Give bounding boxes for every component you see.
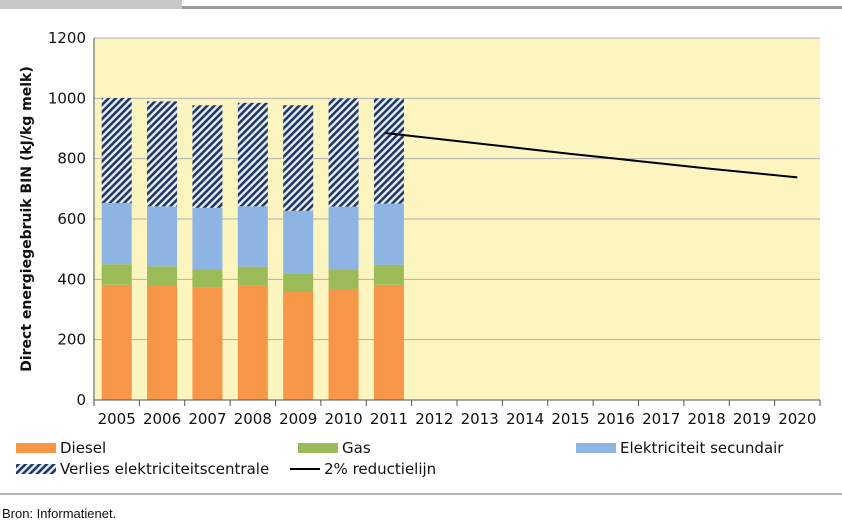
- bar-segment-verlies-elektriciteitscentrale: [192, 105, 223, 208]
- bar-segment-gas: [328, 269, 359, 289]
- x-tick-label: 2014: [506, 410, 544, 428]
- bar-segment-verlies-elektriciteitscentrale: [283, 105, 314, 211]
- bar-segment-verlies-elektriciteitscentrale: [237, 102, 268, 207]
- bar-segment-diesel: [373, 284, 404, 400]
- x-tick-label: 2011: [370, 410, 408, 428]
- bar-segment-gas: [192, 269, 223, 288]
- y-axis-label: Direct energiegebruik BIN (kJ/kg melk): [19, 66, 35, 372]
- bar-segment-verlies-elektriciteitscentrale: [328, 98, 359, 207]
- x-tick-label: 2017: [642, 410, 680, 428]
- x-tick-label: 2018: [687, 410, 725, 428]
- legend-swatch: [298, 443, 338, 453]
- x-tick-label: 2016: [597, 410, 635, 428]
- y-tick-label: 1000: [48, 89, 86, 107]
- legend-label: Diesel: [60, 439, 106, 457]
- bottom-divider: [0, 493, 842, 495]
- y-tick-label: 0: [76, 391, 86, 409]
- bar-segment-verlies-elektriciteitscentrale: [101, 98, 132, 204]
- bar-segment-elektriciteit-secundair: [147, 206, 178, 267]
- legend-label: 2% reductielijn: [324, 460, 436, 478]
- bar-segment-diesel: [101, 284, 132, 400]
- y-tick-label: 200: [57, 331, 86, 349]
- x-tick-label: 2009: [279, 410, 317, 428]
- header-bar-right: [182, 0, 842, 9]
- legend-swatch: [16, 464, 56, 474]
- y-tick-label: 600: [57, 210, 86, 228]
- y-tick-label: 400: [57, 270, 86, 288]
- bar-segment-gas: [237, 266, 268, 286]
- legend-label: Elektriciteit secundair: [620, 439, 784, 457]
- legend-label: Gas: [342, 439, 371, 457]
- bar-segment-verlies-elektriciteitscentrale: [147, 101, 178, 207]
- bar-segment-gas: [101, 264, 132, 285]
- y-tick-label: 800: [57, 150, 86, 168]
- bar-segment-diesel: [192, 287, 223, 400]
- x-tick-label: 2007: [188, 410, 226, 428]
- bar-segment-gas: [373, 264, 404, 285]
- bar-segment-diesel: [147, 285, 178, 400]
- bar-segment-diesel: [328, 288, 359, 400]
- header-bar-left: [0, 0, 182, 9]
- bar-segment-elektriciteit-secundair: [283, 210, 314, 274]
- energy-use-chart: 0 200 400 600 800 1000 1200 2005 2006 2007 2008 200…: [16, 29, 821, 478]
- x-tick-label: 2005: [98, 410, 136, 428]
- legend-swatch: [16, 443, 56, 453]
- x-tick-label: 2015: [551, 410, 589, 428]
- bar-segment-diesel: [283, 292, 314, 400]
- x-tick-label: 2012: [415, 410, 453, 428]
- bar-segment-elektriciteit-secundair: [328, 206, 359, 270]
- bar-segment-elektriciteit-secundair: [192, 207, 223, 270]
- bar-segment-diesel: [237, 285, 268, 400]
- reduction-line: [384, 132, 798, 179]
- x-tick-label: 2010: [324, 410, 362, 428]
- legend-label: Verlies elektriciteitscentrale: [60, 460, 269, 478]
- x-tick-label: 2006: [143, 410, 181, 428]
- x-tick-label: 2008: [234, 410, 272, 428]
- x-tick-label: 2019: [733, 410, 771, 428]
- bar-segment-elektriciteit-secundair: [373, 203, 404, 265]
- bar-segment-gas: [283, 273, 314, 293]
- bar-segment-elektriciteit-secundair: [101, 203, 132, 265]
- source-note: Bron: Informatienet.: [2, 506, 117, 521]
- bar-segment-gas: [147, 266, 178, 286]
- bar-segment-elektriciteit-secundair: [237, 206, 268, 267]
- x-tick-label: 2020: [778, 410, 816, 428]
- bar-segment-verlies-elektriciteitscentrale: [373, 98, 404, 204]
- legend-swatch: [576, 443, 616, 453]
- x-tick-label: 2013: [461, 410, 499, 428]
- y-tick-label: 1200: [48, 29, 86, 47]
